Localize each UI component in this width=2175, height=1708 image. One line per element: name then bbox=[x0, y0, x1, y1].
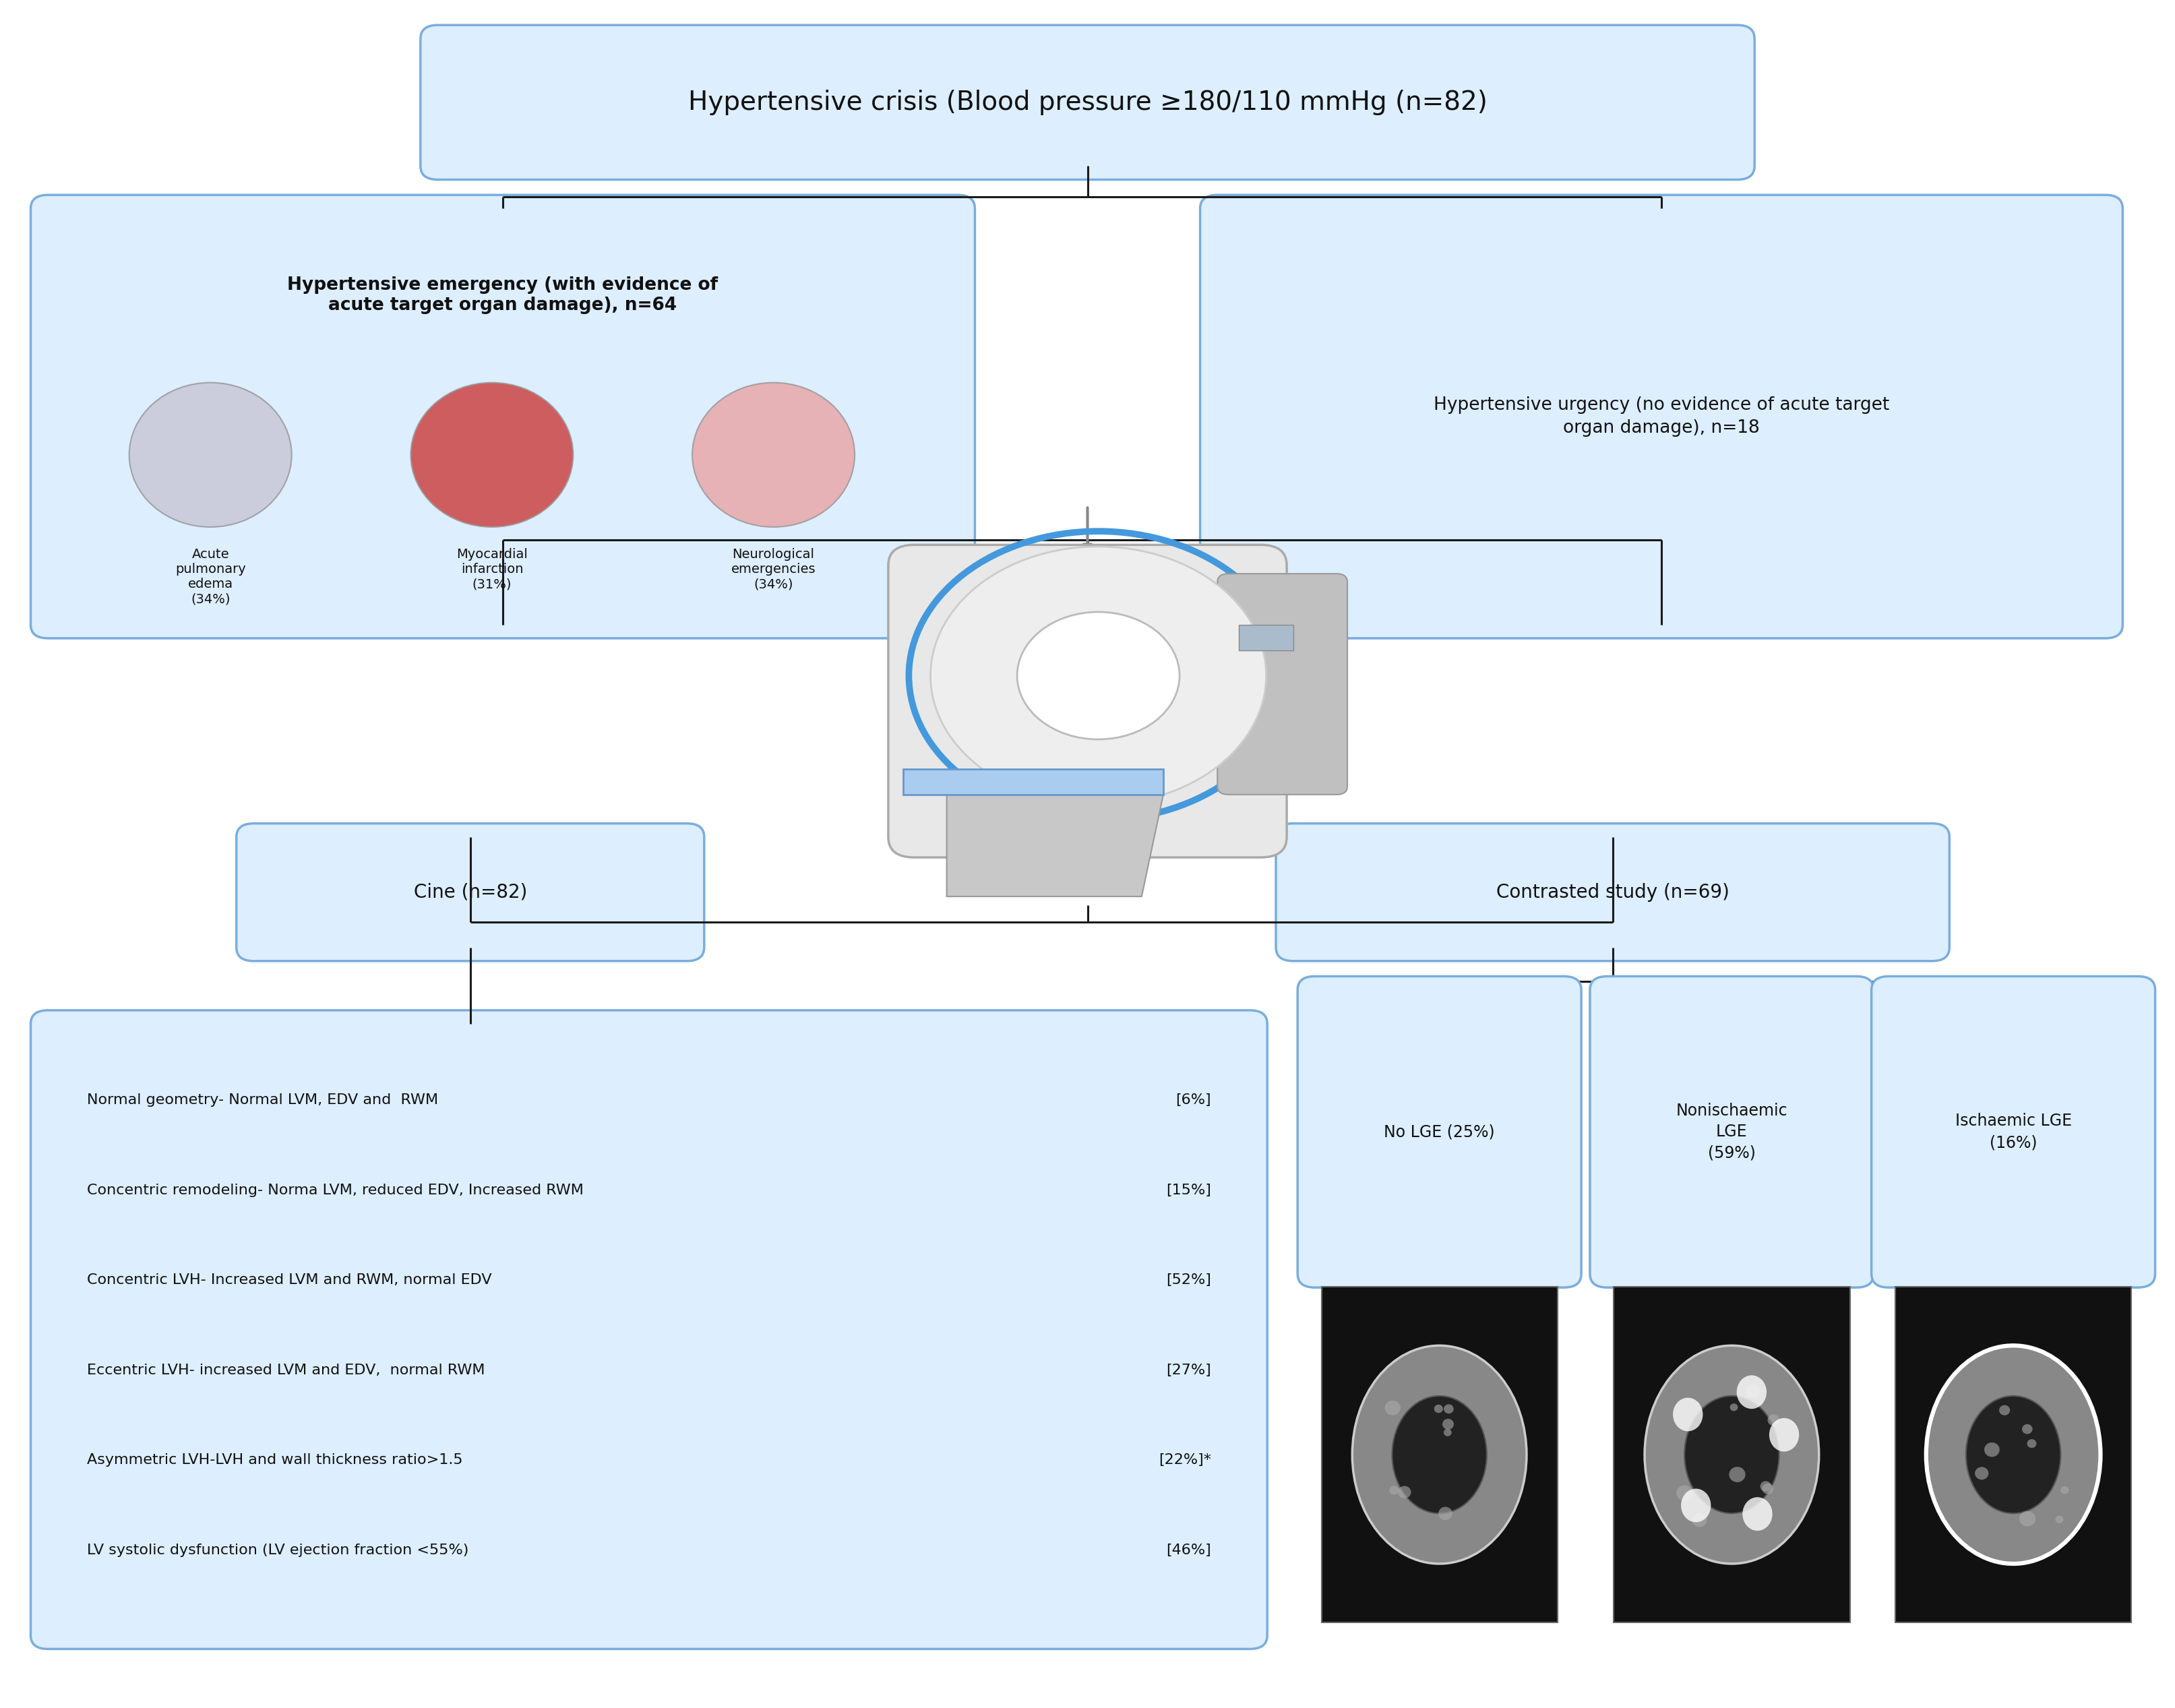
Text: Hypertensive urgency (no evidence of acute target
organ damage), n=18: Hypertensive urgency (no evidence of acu… bbox=[1433, 396, 1890, 437]
FancyBboxPatch shape bbox=[1590, 977, 1873, 1288]
Ellipse shape bbox=[2027, 1440, 2036, 1448]
Text: Normal geometry- Normal LVM, EDV and  RWM: Normal geometry- Normal LVM, EDV and RWM bbox=[87, 1093, 437, 1107]
Ellipse shape bbox=[1966, 1395, 2060, 1513]
Ellipse shape bbox=[1433, 1404, 1442, 1413]
Ellipse shape bbox=[1999, 1406, 2010, 1416]
Ellipse shape bbox=[2060, 1486, 2068, 1495]
Text: [27%]: [27%] bbox=[1166, 1363, 1211, 1377]
Ellipse shape bbox=[1442, 1419, 1453, 1430]
FancyBboxPatch shape bbox=[1201, 195, 2123, 639]
Text: No LGE (25%): No LGE (25%) bbox=[1383, 1124, 1494, 1139]
Ellipse shape bbox=[1677, 1486, 1692, 1501]
Ellipse shape bbox=[1399, 1486, 1412, 1498]
Text: [6%]: [6%] bbox=[1174, 1093, 1211, 1107]
Text: Ischaemic LGE
(16%): Ischaemic LGE (16%) bbox=[1955, 1114, 2071, 1151]
Text: Asymmetric LVH-LVH and wall thickness ratio>1.5: Asymmetric LVH-LVH and wall thickness ra… bbox=[87, 1454, 463, 1467]
Text: Concentric LVH- Increased LVM and RWM, normal EDV: Concentric LVH- Increased LVM and RWM, n… bbox=[87, 1274, 492, 1286]
Ellipse shape bbox=[1385, 1401, 1401, 1416]
Bar bbox=[1614, 1286, 1849, 1623]
Ellipse shape bbox=[1353, 1346, 1527, 1565]
Text: Eccentric LVH- increased LVM and EDV,  normal RWM: Eccentric LVH- increased LVM and EDV, no… bbox=[87, 1363, 485, 1377]
Text: [22%]*: [22%]* bbox=[1159, 1454, 1211, 1467]
Ellipse shape bbox=[1644, 1346, 1818, 1565]
FancyBboxPatch shape bbox=[887, 545, 1288, 857]
Ellipse shape bbox=[1975, 1467, 1988, 1479]
Ellipse shape bbox=[2018, 1512, 2036, 1527]
Text: Cine (n=82): Cine (n=82) bbox=[413, 883, 526, 902]
Bar bbox=[1894, 1286, 2132, 1623]
Ellipse shape bbox=[1683, 1395, 1779, 1513]
Ellipse shape bbox=[1444, 1404, 1453, 1414]
Ellipse shape bbox=[1392, 1395, 1488, 1513]
Ellipse shape bbox=[411, 383, 574, 528]
Ellipse shape bbox=[1390, 1486, 1399, 1495]
Text: Nonischaemic
LGE
(59%): Nonischaemic LGE (59%) bbox=[1677, 1102, 1788, 1161]
Ellipse shape bbox=[1692, 1513, 1707, 1527]
Text: LV systolic dysfunction (LV ejection fraction <55%): LV systolic dysfunction (LV ejection fra… bbox=[87, 1544, 468, 1556]
FancyBboxPatch shape bbox=[1870, 977, 2155, 1288]
Text: Acute
pulmonary
edema
(34%): Acute pulmonary edema (34%) bbox=[176, 548, 246, 606]
Text: Contrasted study (n=69): Contrasted study (n=69) bbox=[1496, 883, 1729, 902]
Ellipse shape bbox=[2055, 1515, 2064, 1524]
Polygon shape bbox=[903, 769, 1164, 794]
Ellipse shape bbox=[1742, 1498, 1773, 1530]
Bar bbox=[1322, 1286, 1557, 1623]
Text: [52%]: [52%] bbox=[1166, 1274, 1211, 1286]
Ellipse shape bbox=[1747, 1385, 1760, 1397]
Ellipse shape bbox=[1018, 611, 1179, 740]
Text: [15%]: [15%] bbox=[1166, 1184, 1211, 1197]
FancyBboxPatch shape bbox=[1218, 574, 1346, 794]
Ellipse shape bbox=[1927, 1346, 2101, 1565]
Ellipse shape bbox=[1729, 1404, 1738, 1411]
Bar bbox=[1240, 625, 1294, 651]
Ellipse shape bbox=[1444, 1430, 1451, 1436]
Polygon shape bbox=[946, 794, 1164, 897]
Ellipse shape bbox=[128, 383, 291, 528]
Text: Hypertensive emergency (with evidence of
acute target organ damage), n=64: Hypertensive emergency (with evidence of… bbox=[287, 277, 718, 314]
FancyBboxPatch shape bbox=[1298, 977, 1581, 1288]
Ellipse shape bbox=[1762, 1483, 1773, 1495]
FancyBboxPatch shape bbox=[420, 26, 1755, 179]
FancyBboxPatch shape bbox=[30, 1009, 1268, 1648]
Ellipse shape bbox=[1673, 1397, 1703, 1431]
Ellipse shape bbox=[1681, 1489, 1712, 1522]
Ellipse shape bbox=[1729, 1467, 1744, 1483]
FancyBboxPatch shape bbox=[237, 823, 705, 962]
Text: Hypertensive crisis (Blood pressure ≥180/110 mmHg (n=82): Hypertensive crisis (Blood pressure ≥180… bbox=[687, 89, 1488, 114]
Text: Neurological
emergencies
(34%): Neurological emergencies (34%) bbox=[731, 548, 816, 591]
Ellipse shape bbox=[1768, 1418, 1799, 1452]
Text: Myocardial
infarction
(31%): Myocardial infarction (31%) bbox=[457, 548, 529, 591]
Ellipse shape bbox=[1984, 1443, 1999, 1457]
Ellipse shape bbox=[931, 547, 1266, 804]
Text: [46%]: [46%] bbox=[1166, 1544, 1211, 1556]
Ellipse shape bbox=[1760, 1481, 1770, 1491]
Ellipse shape bbox=[1768, 1414, 1779, 1426]
FancyBboxPatch shape bbox=[1277, 823, 1949, 962]
Ellipse shape bbox=[1438, 1506, 1453, 1520]
Text: Concentric remodeling- Norma LVM, reduced EDV, Increased RWM: Concentric remodeling- Norma LVM, reduce… bbox=[87, 1184, 583, 1197]
FancyBboxPatch shape bbox=[30, 195, 974, 639]
Ellipse shape bbox=[1736, 1375, 1766, 1409]
Ellipse shape bbox=[692, 383, 855, 528]
Ellipse shape bbox=[2023, 1424, 2031, 1435]
